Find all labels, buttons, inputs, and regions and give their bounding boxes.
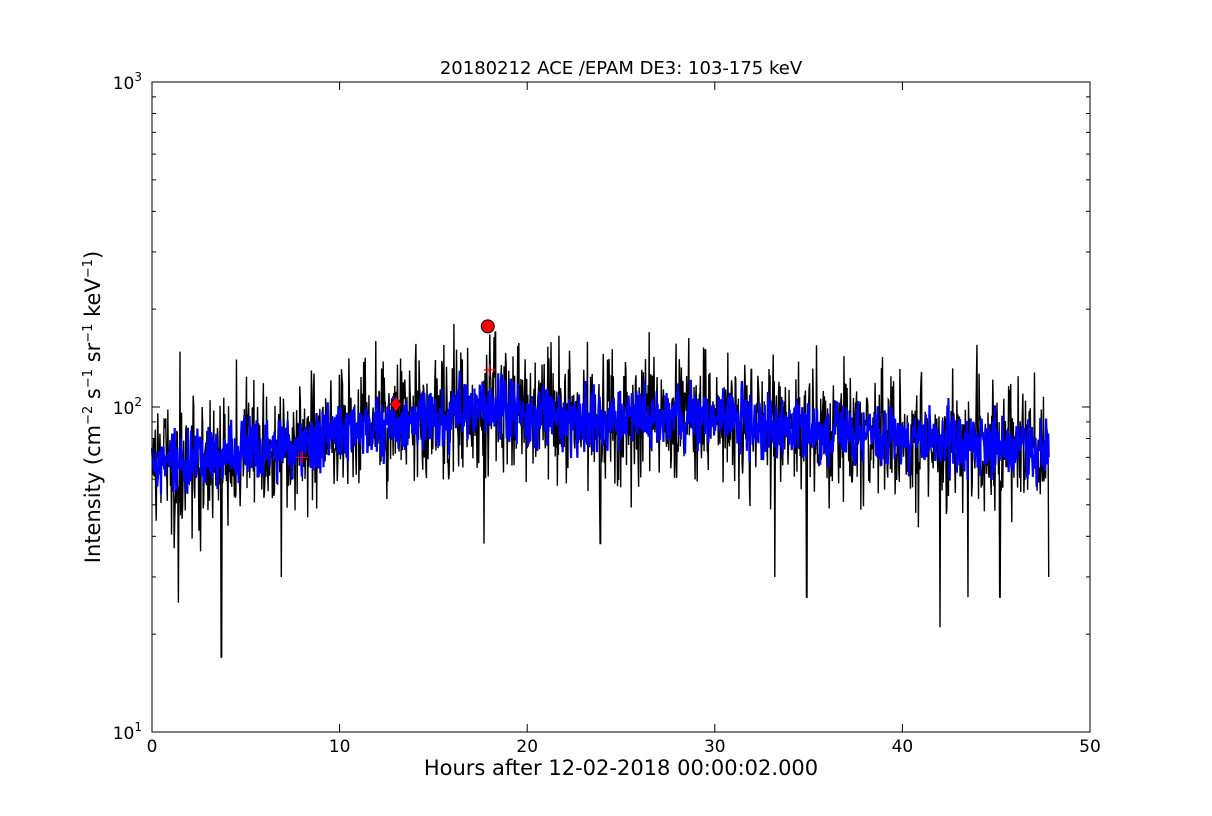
x-tick-label: 20: [516, 737, 538, 757]
marker-circle: [480, 319, 495, 334]
y-tick-exponent: 3: [134, 70, 142, 84]
marker-diamond: [389, 395, 402, 413]
y-tick-base: 10: [113, 74, 135, 94]
y-tick-label: 101: [113, 720, 142, 744]
chart-title: 20180212 ACE /EPAM DE3: 103-175 keV: [440, 58, 803, 79]
y-label-exponent: −1: [81, 324, 96, 343]
y-label-part: s: [81, 388, 105, 406]
marker-layer: [296, 319, 496, 464]
x-tick-label: 0: [147, 737, 158, 757]
x-tick-label: 40: [892, 737, 914, 757]
y-label-exponent: −2: [81, 406, 96, 425]
y-tick-label: 102: [113, 395, 142, 419]
y-label-part: sr: [81, 342, 105, 369]
y-tick-base: 10: [113, 399, 135, 419]
x-axis-label: Hours after 12-02-2018 00:00:02.000: [424, 756, 818, 780]
series-layer: [150, 324, 1050, 658]
y-axis-label: Intensity (cm−2 s−1 sr−1 keV−1): [81, 251, 105, 563]
x-tick-label: 10: [329, 737, 351, 757]
x-tick-label: 50: [1079, 737, 1101, 757]
marker-plus: [296, 451, 309, 464]
y-tick-exponent: 1: [134, 720, 142, 734]
x-tick-label: 30: [704, 737, 726, 757]
y-label-part: ): [81, 251, 105, 259]
y-label-exponent: −1: [81, 259, 96, 278]
y-tick-base: 10: [113, 724, 135, 744]
y-label-part: Intensity (cm: [81, 425, 105, 563]
y-tick-label: 103: [113, 70, 142, 94]
y-tick-exponent: 2: [134, 395, 142, 409]
series-line-smoothed: [150, 370, 1050, 495]
y-label-part: keV: [81, 278, 105, 324]
y-label-exponent: −1: [81, 369, 96, 388]
marker-plus: [483, 363, 496, 376]
plot-frame: [151, 81, 1091, 733]
